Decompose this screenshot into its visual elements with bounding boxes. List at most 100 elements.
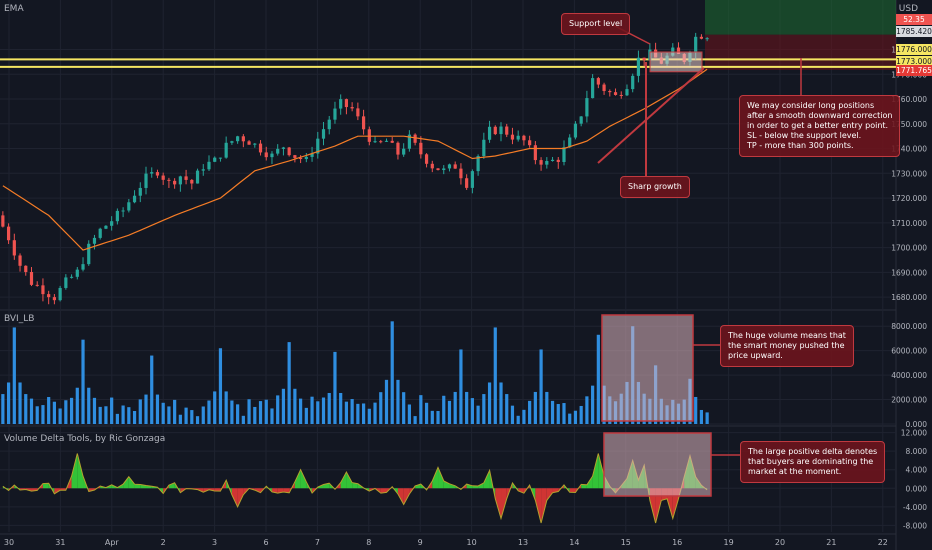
volume-bar [350, 399, 354, 424]
candle-body [1, 215, 5, 227]
time-tick-label: 3 [212, 538, 217, 547]
candle-body [442, 168, 446, 171]
delta-highlight-box [603, 432, 712, 497]
candle-body [178, 176, 182, 185]
candle-body [213, 157, 217, 162]
candle-body [447, 164, 452, 169]
time-tick-label: 19 [724, 538, 734, 547]
candle-body [287, 147, 291, 156]
time-tick-label: 21 [826, 538, 836, 547]
volume-bar [533, 391, 537, 424]
delta-area [592, 453, 599, 489]
delta-area [340, 472, 347, 489]
candle-body [562, 147, 566, 163]
volume-bar [705, 412, 709, 424]
candle-body [321, 129, 326, 139]
candle-body [413, 134, 417, 143]
volume-bar [596, 334, 600, 424]
candle-body [258, 143, 263, 153]
volume-bar [138, 399, 142, 424]
volume-bar [230, 400, 234, 424]
volume-bar [379, 392, 383, 424]
candle-body [402, 148, 406, 155]
volume-bar [144, 394, 148, 424]
candle-body [545, 160, 549, 165]
volume-bar [545, 391, 549, 424]
volume-bar [224, 391, 228, 424]
candle-body [390, 140, 394, 143]
candle-body [424, 154, 429, 164]
volume-panel[interactable] [1, 314, 709, 424]
support-level-callout: Support level [561, 13, 631, 35]
time-tick-label: 9 [418, 538, 423, 547]
volume-bar [516, 415, 520, 424]
candle-body [631, 75, 635, 90]
candle-body [104, 225, 108, 229]
candle-body [81, 264, 85, 270]
candle-body [270, 153, 274, 158]
candle-body [476, 156, 480, 172]
volume-bar [699, 409, 704, 424]
candle-body [52, 297, 56, 301]
volume-bar [396, 379, 400, 424]
delta-area [541, 488, 547, 524]
volume-callout: The huge volume means that the smart mon… [720, 325, 854, 367]
volume-bar [253, 406, 257, 424]
delta-panel[interactable] [2, 432, 712, 524]
volume-bar [6, 382, 11, 424]
volume-bar [87, 387, 91, 424]
candle-body [47, 294, 51, 298]
delta-area [352, 482, 358, 489]
candle-body [98, 228, 102, 238]
delta-area [168, 482, 175, 489]
volume-bar [115, 413, 119, 424]
candle-body [694, 36, 698, 53]
volume-bar [556, 404, 560, 424]
volume-bar [356, 403, 360, 424]
volume-tick-label: 2000.000 [891, 396, 927, 405]
volume-bar [155, 394, 160, 424]
delta-area [134, 484, 141, 489]
bvi-indicator-label[interactable]: BVI_LB [4, 314, 35, 324]
price-tick-label: 1730.000 [891, 169, 927, 178]
volume-bar [361, 403, 366, 424]
time-tick-label: 6 [263, 538, 268, 547]
delta-line-3: market at the moment. [748, 467, 842, 476]
lower-support-tag: 1773.000 [896, 56, 932, 67]
price-tick-label: 1720.000 [891, 194, 927, 203]
delta-area [123, 476, 129, 489]
volume-bar [510, 405, 515, 424]
volume-bar [339, 392, 343, 424]
delta-area [449, 483, 456, 489]
candle-body [253, 143, 257, 145]
volume-bar [465, 391, 469, 424]
candle-body [459, 168, 463, 179]
volume-tick-label: 8000.000 [891, 322, 927, 331]
volume-tick-label: 0.000 [906, 420, 928, 429]
candle-body [327, 119, 331, 130]
volume-bar [92, 397, 97, 424]
candle-body [539, 160, 543, 165]
candle-body [579, 116, 583, 124]
delta-area [495, 488, 502, 519]
price-panel[interactable] [0, 0, 896, 305]
candle-body [356, 108, 360, 117]
delta-area [455, 485, 461, 490]
candle-body [161, 175, 165, 180]
candle-body [299, 157, 303, 160]
volume-bar [47, 397, 51, 424]
candle-body [619, 94, 623, 96]
candle-body [110, 221, 114, 226]
candle-body [333, 108, 337, 120]
volume-line-2: the smart money pushed the [728, 341, 845, 350]
candle-body [69, 276, 74, 278]
time-axis[interactable]: 30 31 Apr 2 3 6 7 8 9 10 13 14 15 16 19 20 21 22 [4, 538, 888, 547]
volume-bar [304, 407, 308, 424]
candle-body [173, 180, 177, 185]
ema-indicator-label[interactable]: EMA [4, 4, 24, 14]
volume-bar [104, 406, 108, 424]
delta-indicator-label[interactable]: Volume Delta Tools, by Ric Gonzaga [4, 434, 166, 444]
delta-tick-label: 0.000 [906, 484, 928, 493]
candle-body [499, 126, 503, 135]
